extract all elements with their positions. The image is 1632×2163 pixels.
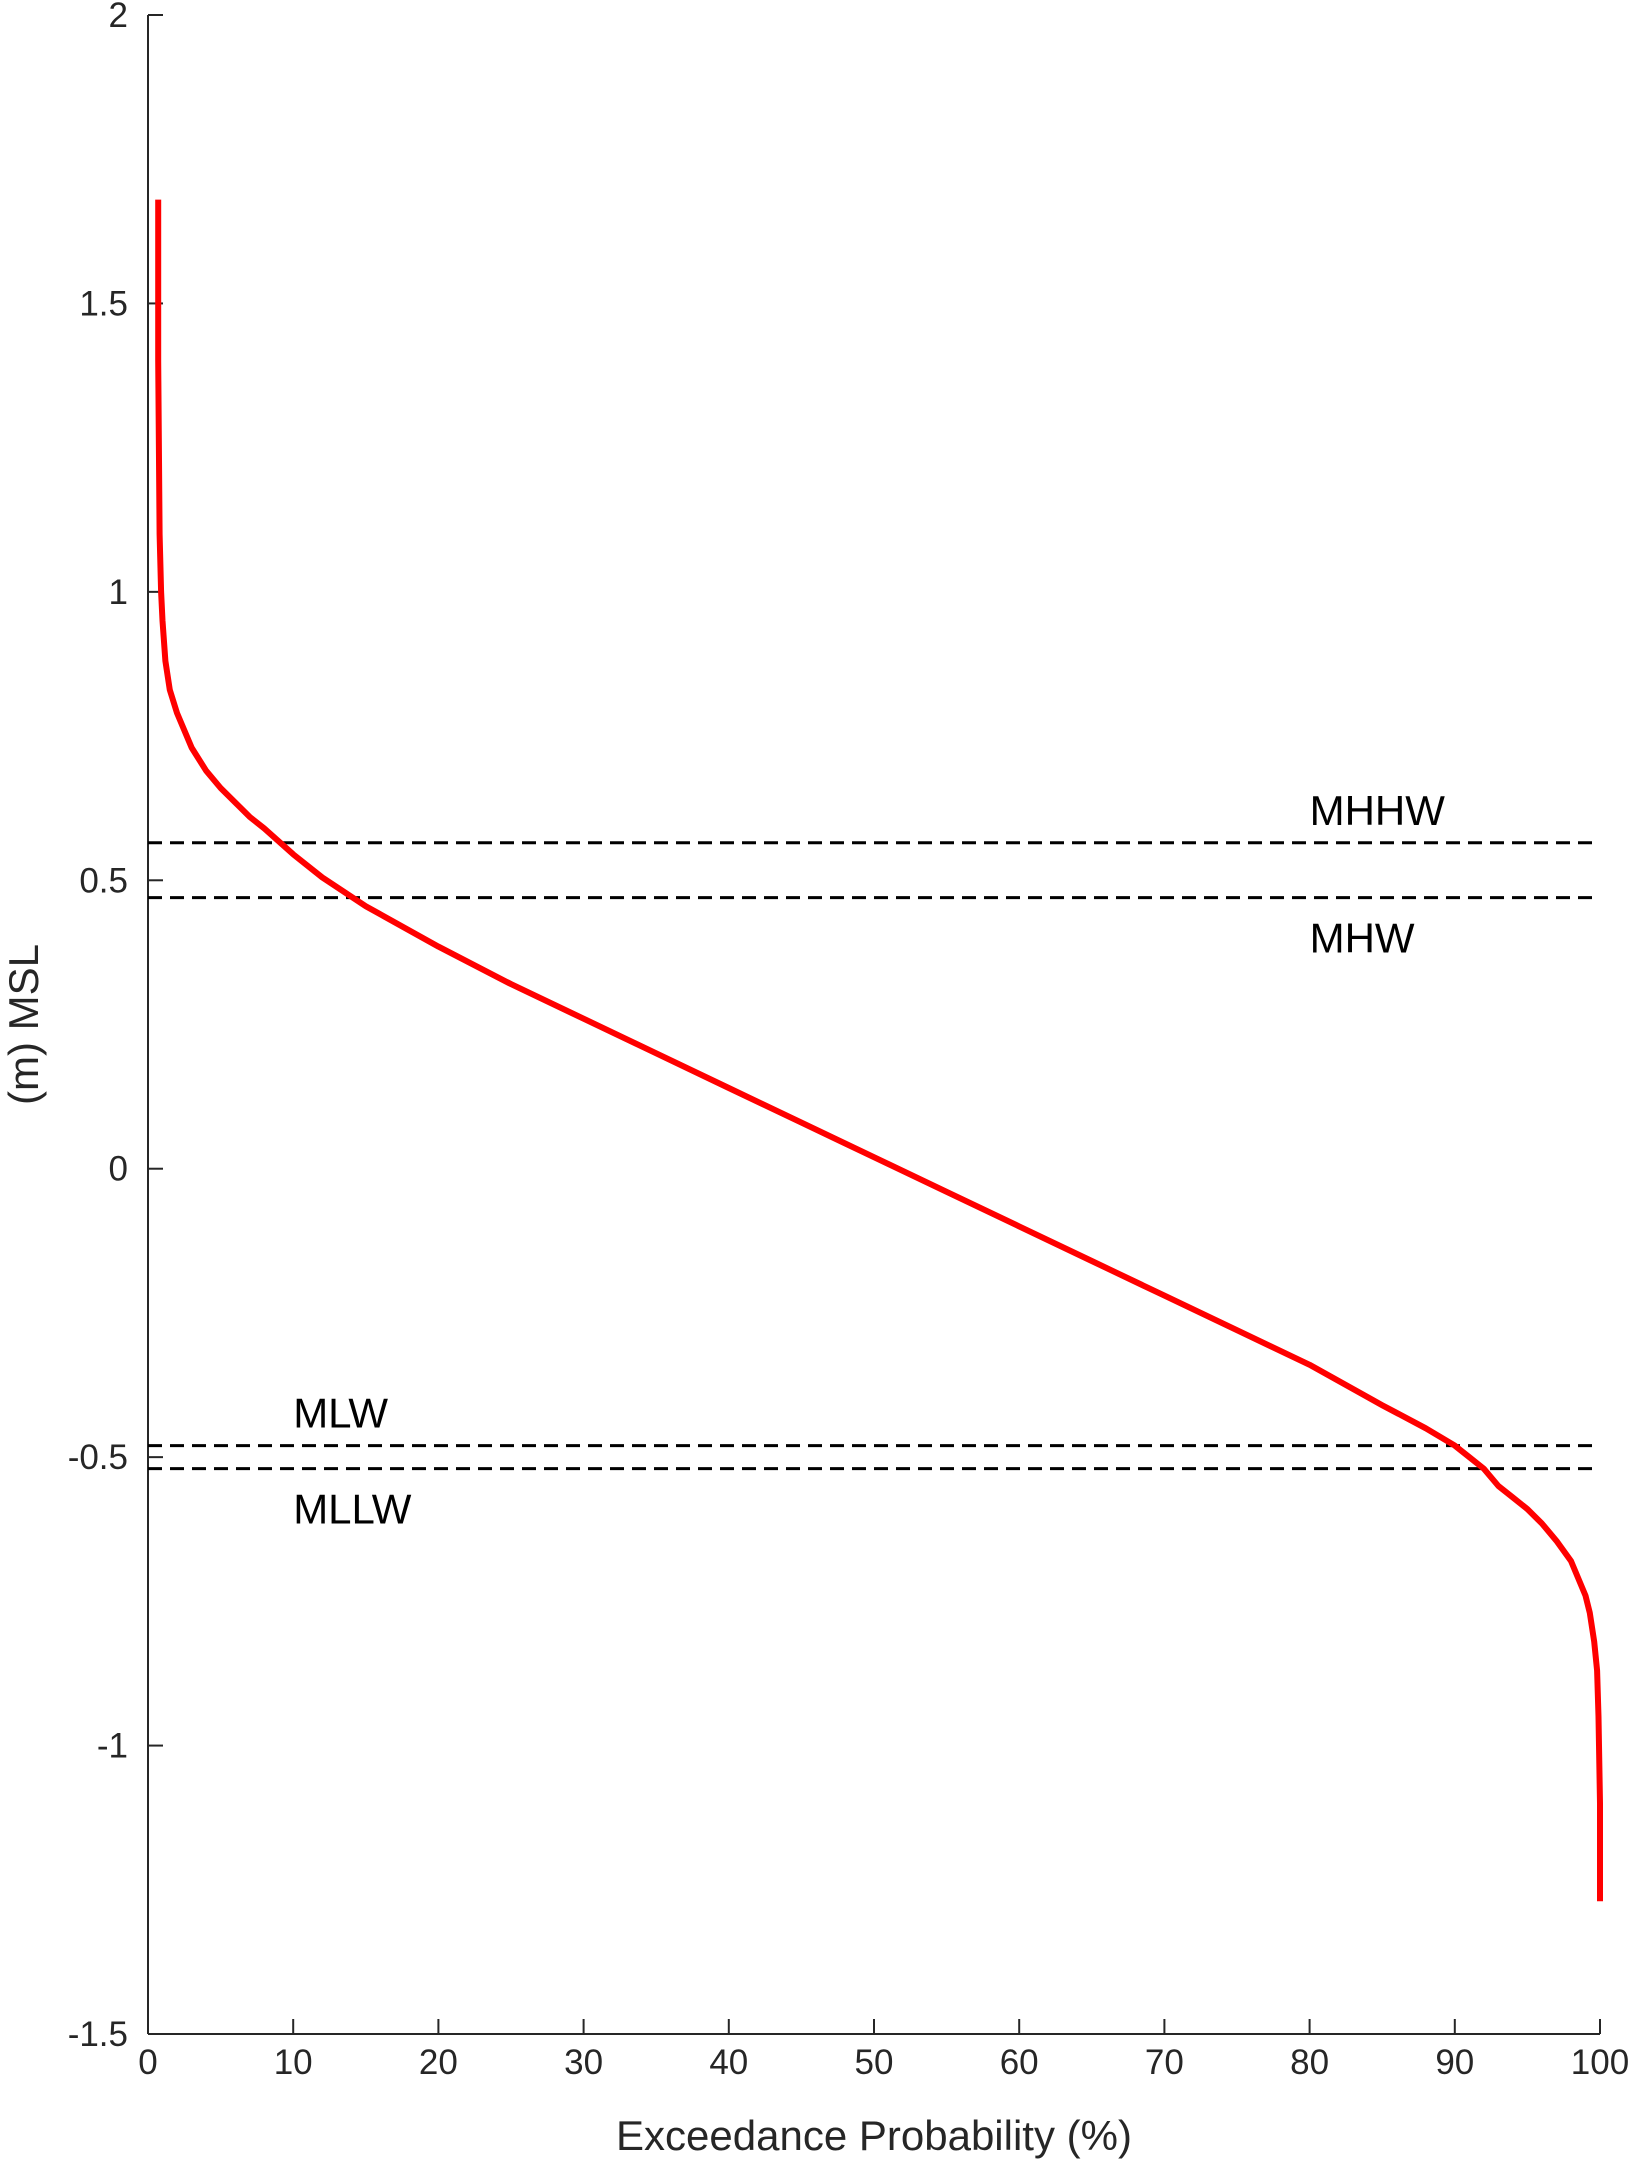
y-tick-label: 1.5 <box>79 284 128 323</box>
y-tick-label: -1.5 <box>68 2015 128 2054</box>
y-tick-label: 2 <box>109 0 128 35</box>
reference-label-mhhw: MHHW <box>1310 787 1446 834</box>
y-tick-label: -0.5 <box>68 1438 128 1477</box>
reference-label-mhw: MHW <box>1310 915 1415 962</box>
y-tick-label: 1 <box>109 573 128 612</box>
x-tick-label: 90 <box>1435 2043 1474 2082</box>
axes: 0 10 20 30 40 50 60 70 80 90 100 -1.5 -1 -0.5 0 0.5 1 1.5… <box>68 0 1630 2082</box>
reference-label-mlw: MLW <box>293 1390 388 1437</box>
y-tick-label: 0.5 <box>79 861 128 900</box>
x-tick-label: 60 <box>1000 2043 1039 2082</box>
x-tick-label: 80 <box>1290 2043 1329 2082</box>
x-tick-label: 100 <box>1571 2043 1629 2082</box>
x-tick-label: 20 <box>419 2043 458 2082</box>
reference-lines <box>148 841 1600 1471</box>
x-tick-label: 30 <box>564 2043 603 2082</box>
y-tick-label: -1 <box>97 1727 128 1766</box>
reference-label-mllw: MLLW <box>293 1486 412 1533</box>
x-axis-label: Exceedance Probability (%) <box>616 2112 1132 2159</box>
x-tick-label: 10 <box>274 2043 313 2082</box>
labels: MHHW MHW MLW MLLW <box>293 787 1445 1533</box>
series-line-1 <box>155 199 1603 1902</box>
y-tick-label: 0 <box>109 1150 128 1189</box>
x-tick-label: 50 <box>855 2043 894 2082</box>
x-tick-label: 40 <box>709 2043 748 2082</box>
y-axis-label: (m) MSL <box>0 944 47 1105</box>
data-series <box>155 199 1603 1902</box>
x-tick-label: 0 <box>138 2043 157 2082</box>
x-tick-label: 70 <box>1145 2043 1184 2082</box>
